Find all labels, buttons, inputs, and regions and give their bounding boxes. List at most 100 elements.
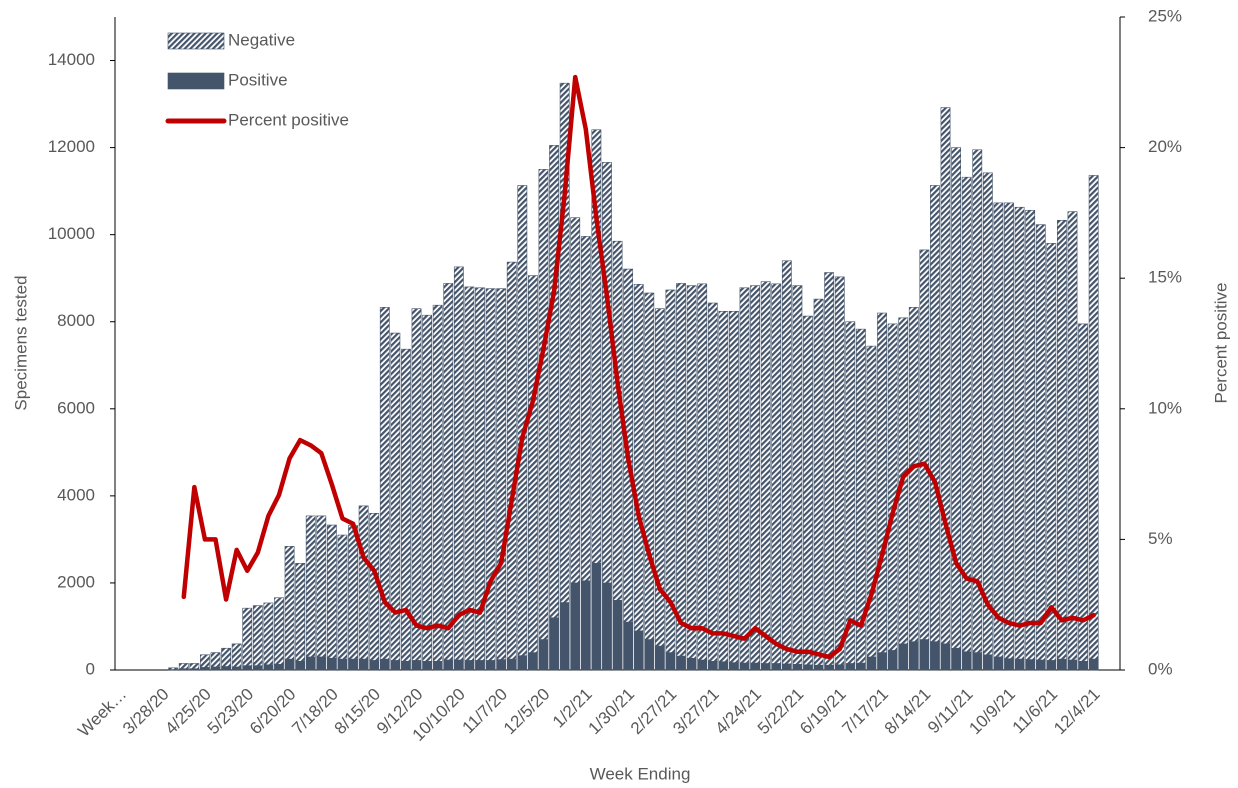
bar-segment bbox=[337, 534, 348, 660]
bar-segment bbox=[887, 323, 898, 651]
legend-swatch bbox=[167, 72, 225, 90]
bar-segment bbox=[189, 663, 200, 669]
bar-segment bbox=[401, 348, 411, 662]
bar-segment bbox=[390, 660, 401, 671]
x-tick-label: 10/9/21 bbox=[965, 685, 1019, 739]
bar-segment bbox=[252, 605, 263, 666]
bar-segment bbox=[834, 276, 845, 666]
bar-segment bbox=[443, 659, 454, 671]
bar-segment bbox=[602, 582, 612, 671]
y-tick-label: 2000 bbox=[57, 572, 95, 591]
bar-segment bbox=[877, 652, 887, 671]
bar-segment bbox=[824, 272, 835, 666]
y-tick-label: 12000 bbox=[48, 137, 95, 156]
bar-segment bbox=[549, 617, 559, 671]
bar-segment bbox=[485, 288, 496, 661]
bar-segment bbox=[570, 582, 581, 671]
x-tick-label: 2/27/21 bbox=[627, 685, 681, 739]
bar-segment bbox=[580, 236, 591, 582]
bar-segment bbox=[1067, 659, 1078, 671]
y-axis-title: Specimens tested bbox=[11, 275, 30, 410]
bar-segment bbox=[528, 652, 538, 671]
bar-segment bbox=[855, 328, 866, 664]
bar-segment bbox=[263, 664, 274, 671]
bar-segment bbox=[390, 332, 401, 661]
bar-segment bbox=[644, 292, 655, 640]
bar-segment bbox=[602, 162, 612, 584]
bar-segment bbox=[919, 639, 930, 671]
bar-segment bbox=[1035, 224, 1046, 661]
bar-segment bbox=[591, 129, 602, 564]
bar-segment bbox=[580, 580, 591, 671]
bar-segment bbox=[538, 169, 549, 640]
bar-segment bbox=[348, 525, 358, 660]
x-tick-label: Week… bbox=[74, 685, 130, 741]
bar-segment bbox=[295, 563, 306, 662]
bar-segment bbox=[1014, 206, 1025, 660]
bar-segment bbox=[1025, 659, 1036, 671]
bar-segment bbox=[401, 660, 411, 671]
bar-segment bbox=[200, 654, 210, 668]
bar-segment bbox=[633, 630, 644, 671]
bar-segment bbox=[654, 645, 665, 671]
x-tick-label: 6/20/20 bbox=[246, 685, 300, 739]
bar-segment bbox=[485, 660, 496, 671]
y-tick-label: 8000 bbox=[57, 311, 95, 330]
bar-segment bbox=[549, 145, 559, 619]
bar-segment bbox=[729, 310, 739, 663]
bar-segment bbox=[464, 286, 475, 661]
y2-tick-label: 15% bbox=[1148, 268, 1182, 287]
bar-segment bbox=[940, 643, 951, 671]
bar-segment bbox=[633, 283, 644, 632]
bar-segment bbox=[623, 621, 634, 671]
bar-segment bbox=[972, 149, 983, 653]
bar-segment bbox=[887, 650, 898, 671]
bar-segment bbox=[781, 260, 792, 665]
bar-segment bbox=[453, 266, 464, 661]
y2-tick-label: 20% bbox=[1148, 137, 1182, 156]
bar-segment bbox=[930, 185, 940, 643]
bar-segment bbox=[834, 664, 845, 671]
y-tick-label: 14000 bbox=[48, 50, 95, 69]
bar-segment bbox=[496, 659, 507, 671]
bar-segment bbox=[665, 289, 676, 653]
bar-segment bbox=[506, 658, 517, 671]
bar-segment bbox=[718, 310, 729, 663]
bar-segment bbox=[1057, 220, 1067, 660]
bar-segment bbox=[1088, 658, 1099, 671]
bar-segment bbox=[538, 639, 549, 671]
bar-segment bbox=[930, 641, 940, 671]
legend-label: Negative bbox=[228, 30, 295, 49]
bar-segment bbox=[908, 641, 919, 671]
bar-segment bbox=[168, 667, 179, 670]
bar-segment bbox=[200, 667, 210, 671]
bar-segment bbox=[1014, 658, 1025, 671]
y-tick-label: 10000 bbox=[48, 224, 95, 243]
bar-segment bbox=[1004, 658, 1014, 671]
bar-segment bbox=[845, 663, 856, 671]
x-tick-label: 7/17/21 bbox=[838, 685, 892, 739]
x-tick-label: 12/4/21 bbox=[1050, 685, 1104, 739]
x-tick-label: 6/19/21 bbox=[796, 685, 850, 739]
bar-segment bbox=[803, 664, 813, 671]
bar-segment bbox=[517, 655, 528, 671]
bar-segment bbox=[432, 660, 443, 671]
bar-segment bbox=[231, 666, 242, 671]
bar-segment bbox=[348, 658, 358, 671]
bar-segment bbox=[432, 304, 443, 662]
bar-segment bbox=[707, 660, 718, 671]
bar-segment bbox=[422, 660, 433, 671]
x-tick-label: 4/25/20 bbox=[161, 685, 215, 739]
bar-segment bbox=[697, 659, 708, 671]
bar-segment bbox=[760, 281, 771, 664]
bar-segment bbox=[792, 664, 803, 671]
x-tick-label: 3/28/20 bbox=[119, 685, 173, 739]
bar-segment bbox=[1078, 323, 1088, 662]
bar-segment bbox=[379, 307, 390, 660]
x-tick-label: 8/14/21 bbox=[881, 685, 935, 739]
x-tick-label: 5/23/20 bbox=[204, 685, 258, 739]
bar-segment bbox=[453, 659, 464, 671]
bar-segment bbox=[982, 654, 993, 671]
x-tick-label: 8/15/20 bbox=[331, 685, 385, 739]
bar-segment bbox=[877, 312, 887, 653]
